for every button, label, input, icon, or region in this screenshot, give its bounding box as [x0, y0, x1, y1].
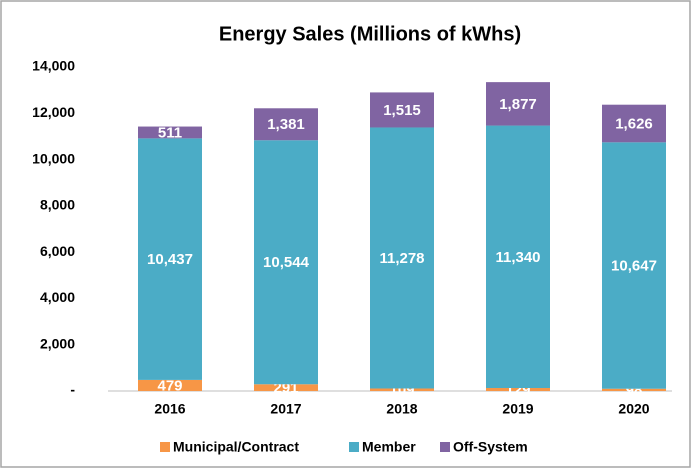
y-tick-label: 4,000 — [40, 289, 75, 305]
bar-segment — [370, 92, 434, 128]
x-tick-label: 2020 — [618, 401, 649, 417]
bar-segment — [486, 82, 550, 126]
x-tick-label: 2016 — [154, 401, 185, 417]
legend-swatch — [160, 442, 170, 452]
data-label: 1,515 — [383, 102, 421, 119]
y-tick-label: 8,000 — [40, 197, 75, 213]
bar-segment — [254, 140, 318, 385]
bar-segment — [370, 127, 434, 389]
bar-segment — [138, 126, 202, 139]
legend-label: Off-System — [453, 439, 528, 455]
y-tick-label: 12,000 — [32, 104, 75, 120]
legend-label: Municipal/Contract — [173, 439, 299, 455]
y-tick-label: 14,000 — [32, 58, 75, 74]
data-label: 11,340 — [495, 249, 540, 266]
bar-segment — [486, 125, 550, 389]
data-label: 511 — [158, 124, 182, 141]
data-label: 1,626 — [615, 115, 653, 132]
legend-swatch — [440, 442, 450, 452]
x-tick-label: 2018 — [386, 401, 417, 417]
x-tick-label: 2017 — [270, 401, 301, 417]
bar-segment — [602, 388, 666, 391]
bar-segment — [254, 384, 318, 391]
y-tick-label: - — [70, 382, 75, 398]
bar-segment — [486, 388, 550, 391]
y-tick-label: 10,000 — [32, 150, 75, 166]
y-tick-label: 2,000 — [40, 335, 75, 351]
bar-segment — [370, 388, 434, 391]
data-label: 479 — [157, 377, 182, 394]
bar-segment — [602, 142, 666, 389]
data-label: 1,381 — [267, 116, 305, 133]
bar-segment — [138, 138, 202, 380]
data-label: 10,437 — [147, 251, 193, 268]
data-label: 1,877 — [499, 96, 537, 113]
bar-segment — [254, 108, 318, 141]
x-tick-label: 2019 — [502, 401, 533, 417]
data-label: 10,544 — [263, 254, 310, 271]
legend-label: Member — [362, 439, 416, 455]
bar-segment — [602, 104, 666, 143]
chart-title: Energy Sales (Millions of kWhs) — [219, 23, 521, 45]
data-label: 11,278 — [379, 250, 424, 267]
bar-segment — [138, 379, 202, 391]
legend-swatch — [349, 442, 359, 452]
data-label: 10,647 — [611, 257, 657, 274]
y-tick-label: 6,000 — [40, 243, 75, 259]
